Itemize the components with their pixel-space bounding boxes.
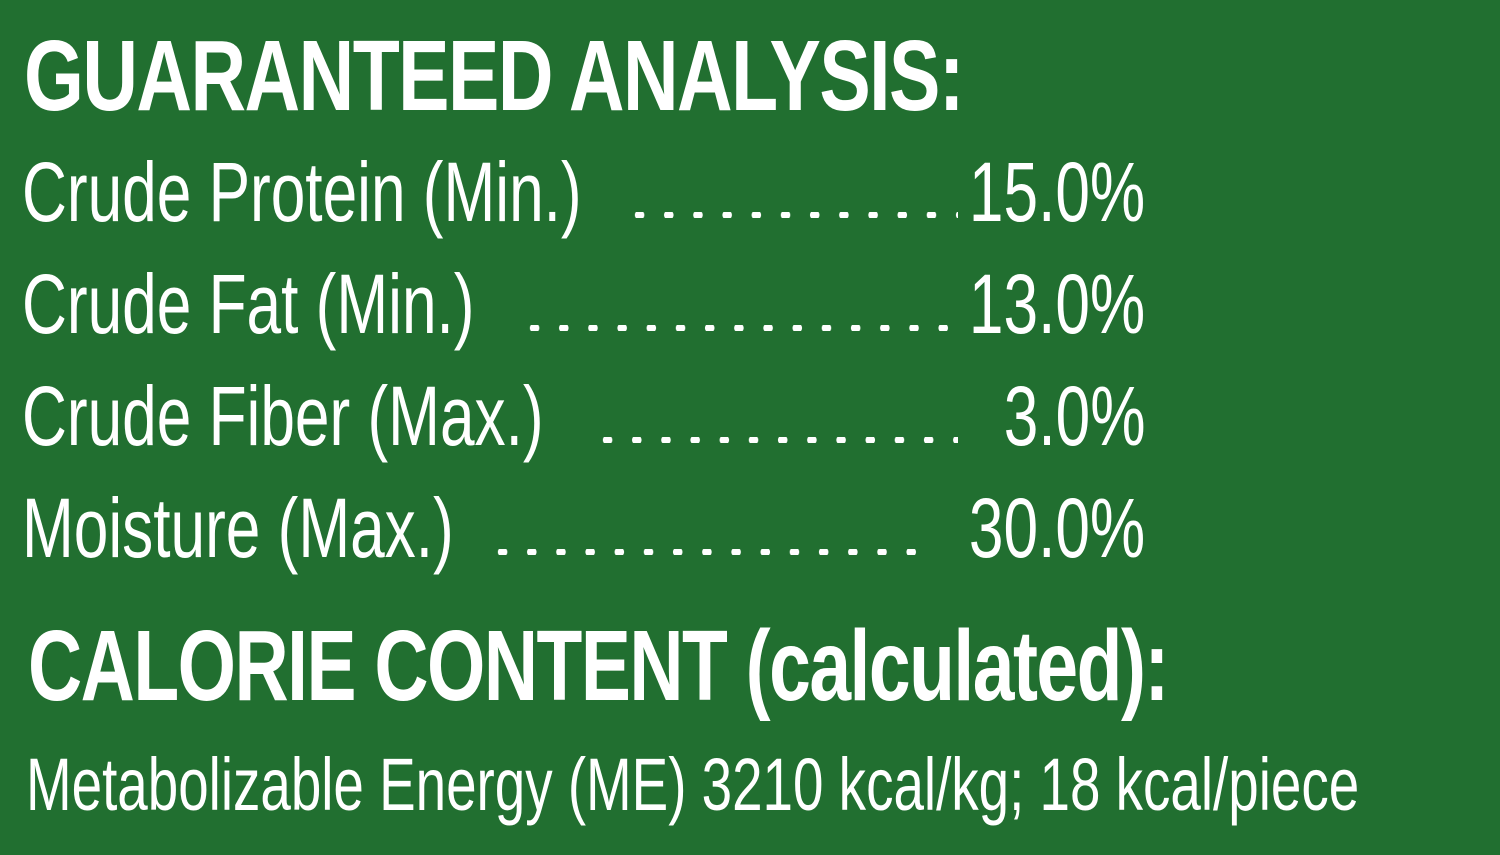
leader-dots <box>593 437 958 443</box>
leader-dots <box>625 212 958 218</box>
analysis-row-value: 13.0% <box>968 257 1145 351</box>
analysis-row-value: 15.0% <box>968 145 1145 239</box>
metabolizable-energy-statement: Metabolizable Energy (ME) 3210 kcal/kg; … <box>26 743 1360 826</box>
analysis-row-label: Crude Fat (Min.) <box>22 257 475 351</box>
analysis-row-value: 30.0% <box>968 481 1145 575</box>
analysis-row-label: Crude Fiber (Max.) <box>22 369 544 463</box>
calorie-content-heading: CALORIE CONTENT (calculated): <box>28 610 1169 722</box>
leader-dots <box>488 549 918 555</box>
leader-dots <box>520 325 957 331</box>
guaranteed-analysis-heading: GUARANTEED ANALYSIS: <box>24 20 964 132</box>
analysis-row-label: Crude Protein (Min.) <box>22 145 582 239</box>
analysis-row-label: Moisture (Max.) <box>22 481 454 575</box>
analysis-row-value: 3.0% <box>1003 369 1145 463</box>
